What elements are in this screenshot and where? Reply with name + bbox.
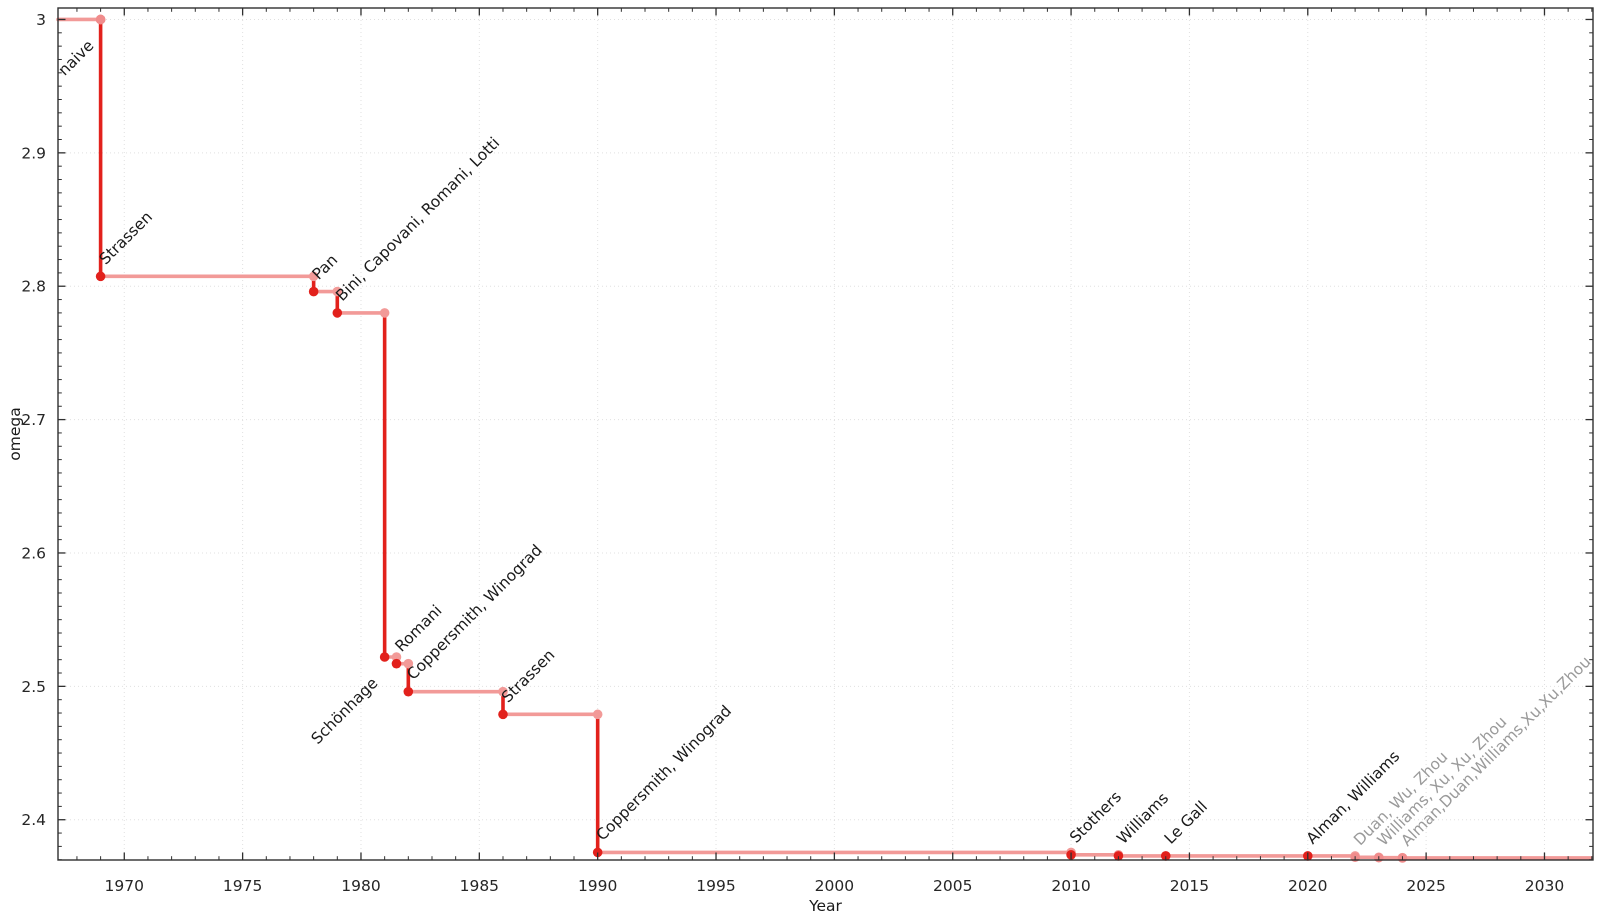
step-corner-point-7	[498, 686, 508, 697]
record-point-11	[1160, 851, 1171, 861]
record-point-1	[95, 271, 106, 282]
record-point-7	[498, 709, 508, 720]
step-corner-point-8	[592, 709, 603, 720]
step-corner-point-5	[391, 652, 402, 662]
x-tick-label-2015: 2015	[1170, 877, 1209, 895]
x-tick-label-2005: 2005	[933, 877, 972, 895]
x-tick-label-1995: 1995	[696, 877, 735, 895]
x-axis-label: Year	[808, 897, 842, 915]
annotation-label-7: Strassen	[498, 646, 558, 706]
x-tick-label-1990: 1990	[578, 877, 617, 895]
record-point-2	[308, 286, 319, 297]
x-tick-label-2025: 2025	[1406, 877, 1445, 895]
y-tick-label-2.6: 2.6	[21, 544, 46, 562]
y-tick-label-2.5: 2.5	[21, 678, 46, 696]
record-point-4	[379, 652, 390, 662]
x-tick-label-2000: 2000	[815, 877, 854, 895]
annotation-label-8: Coppersmith, Winograd	[593, 702, 735, 844]
annotation-label-14: Williams, Xu, Xu, Zhou	[1374, 713, 1511, 850]
annotation-label-4: Schönhage	[308, 674, 382, 748]
record-point-6	[403, 686, 414, 697]
x-tick-label-1975: 1975	[223, 877, 262, 895]
annotation-label-3: Bini, Capovani, Romani, Lotti	[332, 134, 503, 305]
x-tick-label-1980: 1980	[341, 877, 380, 895]
y-tick-label-2.9: 2.9	[21, 144, 46, 162]
x-tick-label-1970: 1970	[105, 877, 144, 895]
step-corner-point-2	[308, 271, 319, 282]
x-tick-label-2020: 2020	[1288, 877, 1327, 895]
y-tick-label-3: 3	[36, 11, 46, 29]
step-corner-point-4	[379, 308, 390, 318]
x-tick-label-2010: 2010	[1051, 877, 1090, 895]
x-tick-label-1985: 1985	[460, 877, 499, 895]
step-corner-point-3	[332, 286, 343, 297]
record-point-10	[1113, 851, 1124, 861]
record-point-8	[592, 847, 603, 858]
record-point-3	[332, 308, 343, 318]
annotation-label-1: Strassen	[96, 208, 156, 268]
plot-border	[57, 7, 1594, 861]
y-tick-label-2.8: 2.8	[21, 278, 46, 296]
y-axis-label: omega	[6, 407, 24, 460]
y-tick-label-2.7: 2.7	[21, 411, 46, 429]
x-tick-label-2030: 2030	[1525, 877, 1564, 895]
record-point-0	[95, 14, 106, 25]
record-point-5	[391, 658, 402, 669]
annotation-label-0: naive	[55, 37, 98, 80]
annotation-label-15: Alman,Duan,Williams,Xu,Xu,Zhou	[1398, 653, 1595, 850]
y-tick-label-2.4: 2.4	[21, 811, 46, 829]
step-corner-point-6	[403, 658, 414, 669]
